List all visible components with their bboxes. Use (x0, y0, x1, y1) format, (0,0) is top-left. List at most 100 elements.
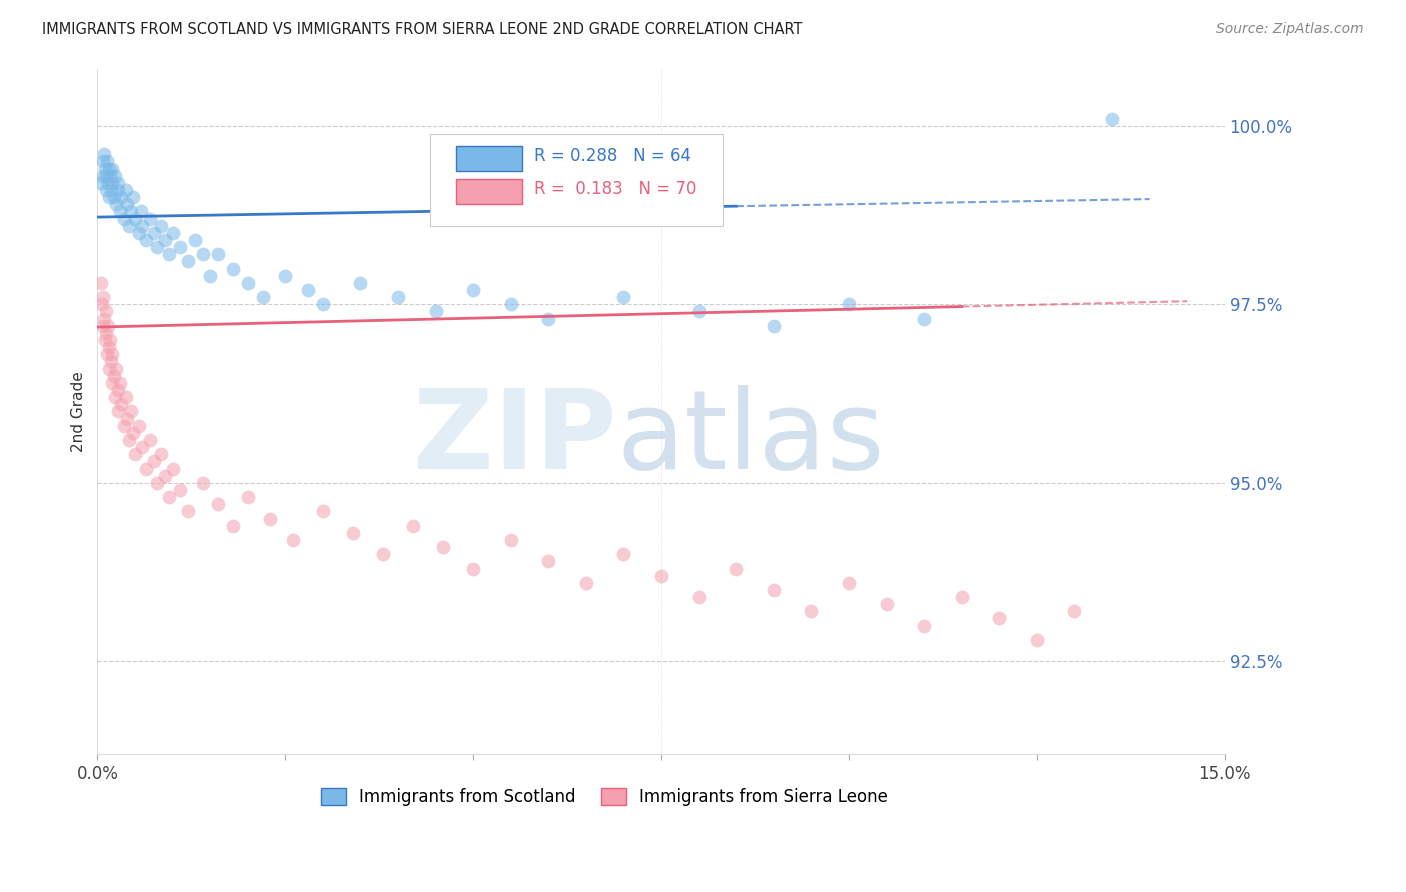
Point (107, 383, 129, 397)
Point (104, 169, 127, 183)
Point (108, 376, 131, 390)
Point (349, 276, 371, 290)
Point (112, 211, 135, 226)
Point (762, 582, 785, 597)
Text: Source: ZipAtlas.com: Source: ZipAtlas.com (1216, 22, 1364, 37)
Point (988, 611, 1011, 625)
Point (912, 311, 935, 326)
FancyBboxPatch shape (430, 134, 723, 227)
Point (100, 161, 122, 176)
Legend: Immigrants from Scotland, Immigrants from Sierra Leone: Immigrants from Scotland, Immigrants fro… (312, 780, 897, 814)
Point (105, 361, 128, 376)
Point (101, 347, 124, 361)
Point (100, 183, 122, 197)
Point (252, 290, 274, 304)
Point (107, 404, 129, 418)
Text: R =  0.183   N = 70: R = 0.183 N = 70 (534, 179, 696, 197)
Point (157, 247, 180, 261)
Point (176, 254, 198, 268)
Point (236, 276, 259, 290)
Point (176, 504, 198, 518)
Point (950, 590, 973, 604)
Point (1063, 604, 1085, 618)
Point (97, 340, 120, 354)
Point (139, 433, 162, 447)
FancyBboxPatch shape (456, 179, 523, 203)
Point (97, 176, 120, 190)
Point (120, 404, 142, 418)
Point (387, 290, 409, 304)
Point (98, 190, 121, 204)
Point (91, 154, 114, 169)
Text: atlas: atlas (616, 385, 884, 492)
Point (118, 219, 141, 233)
Point (139, 211, 162, 226)
Point (281, 533, 304, 547)
Point (108, 204, 131, 219)
Point (425, 304, 447, 318)
Point (463, 283, 485, 297)
Y-axis label: 2nd Grade: 2nd Grade (72, 371, 86, 451)
Point (91, 318, 114, 333)
Point (838, 575, 860, 590)
Point (371, 547, 394, 561)
Point (912, 618, 935, 632)
Point (93, 290, 115, 304)
Point (499, 533, 522, 547)
Point (94, 333, 117, 347)
Point (96, 347, 118, 361)
Point (184, 233, 207, 247)
Point (612, 290, 634, 304)
Point (221, 518, 243, 533)
Point (131, 219, 153, 233)
Point (98, 333, 121, 347)
Point (135, 461, 157, 475)
Point (135, 233, 157, 247)
Point (762, 318, 785, 333)
Point (725, 561, 748, 575)
Point (157, 490, 180, 504)
Point (107, 183, 129, 197)
Point (90, 276, 112, 290)
Point (612, 547, 634, 561)
Point (153, 468, 176, 483)
Point (297, 283, 319, 297)
Point (94, 183, 117, 197)
Point (838, 297, 860, 311)
Point (169, 240, 191, 254)
Point (162, 461, 184, 475)
Point (207, 497, 229, 511)
Point (100, 376, 122, 390)
Point (101, 176, 124, 190)
Point (1025, 632, 1047, 647)
Point (688, 304, 710, 318)
Point (650, 568, 672, 582)
Point (98, 169, 121, 183)
Point (162, 226, 184, 240)
Point (236, 490, 259, 504)
Point (112, 418, 135, 433)
Point (128, 418, 150, 433)
Point (97, 161, 120, 176)
FancyBboxPatch shape (456, 146, 523, 170)
Point (191, 247, 214, 261)
Point (198, 268, 221, 283)
Point (96, 326, 118, 340)
Point (93, 169, 115, 183)
Point (117, 197, 139, 211)
Point (342, 525, 364, 540)
Point (110, 190, 132, 204)
Point (150, 447, 173, 461)
Point (115, 390, 138, 404)
Point (96, 154, 118, 169)
Point (402, 518, 425, 533)
Point (800, 604, 823, 618)
Point (124, 211, 146, 226)
Point (146, 240, 169, 254)
Point (688, 590, 710, 604)
Point (191, 475, 214, 490)
Text: R = 0.288   N = 64: R = 0.288 N = 64 (534, 146, 690, 165)
Point (94, 304, 117, 318)
Point (150, 219, 173, 233)
Point (221, 261, 243, 276)
